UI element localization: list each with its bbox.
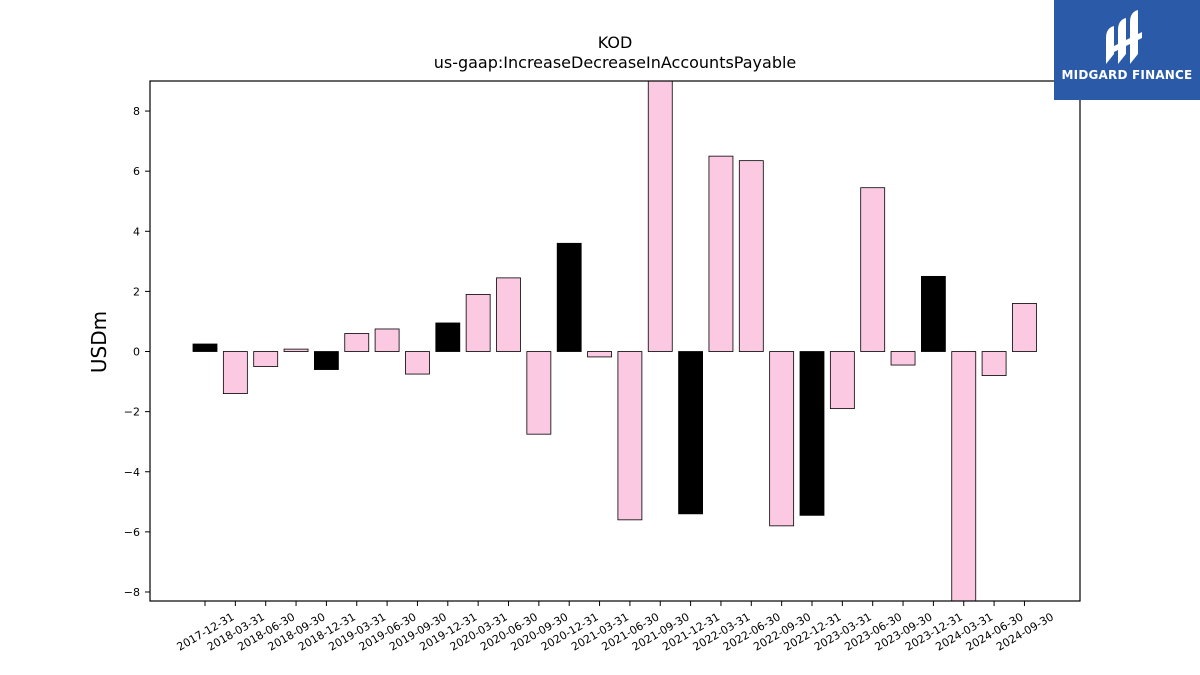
bar-2024-03-31 (951, 351, 977, 602)
bar-2020-12-31 (556, 242, 582, 352)
y-tick-label: 8 (133, 105, 140, 118)
y-tick-label: −4 (124, 466, 140, 479)
midgard-logo-icon (1106, 10, 1142, 64)
bar-2022-06-30 (738, 160, 764, 352)
y-tick-label: −2 (124, 406, 140, 419)
bar-2024-09-30 (1012, 303, 1037, 352)
bar-2021-12-31 (678, 351, 703, 515)
bar-2023-03-31 (829, 351, 855, 410)
bar-2023-09-30 (890, 351, 916, 366)
bar-2022-12-31 (799, 351, 825, 516)
y-axis-label: USDm (87, 311, 111, 373)
bar-2020-03-31 (465, 294, 491, 352)
y-tick-label: 2 (133, 285, 140, 298)
y-axis-ticks: −8 −6 −4 −2 0 2 4 6 8 (124, 105, 150, 599)
bar-2020-06-30 (496, 277, 521, 352)
y-tick-label: −6 (124, 526, 140, 539)
bar-2023-06-30 (860, 187, 886, 352)
bar-2020-09-30 (526, 351, 552, 435)
bar-2019-03-31 (344, 333, 370, 352)
y-tick-label: 6 (133, 165, 140, 178)
bar-2018-03-31 (222, 351, 248, 395)
bar-2018-09-30 (283, 348, 309, 352)
bar-2023-12-31 (921, 275, 946, 352)
bar-2018-06-30 (253, 351, 279, 367)
midgard-finance-logo: MIDGARD FINANCE (1054, 0, 1200, 100)
bar-2017-12-31 (192, 343, 218, 352)
chart-title: KOD (598, 33, 633, 52)
x-axis-ticks: 2017-12-312018-03-312018-06-302018-09-30… (175, 601, 1056, 654)
bar-2021-09-30 (647, 80, 673, 352)
bar-2022-09-30 (769, 351, 795, 527)
bar-2019-09-30 (405, 351, 430, 375)
bar-2019-12-31 (435, 322, 461, 352)
bar-2021-03-31 (587, 351, 612, 358)
bar-2019-06-30 (374, 328, 400, 352)
bars-group (192, 80, 1037, 602)
bar-2021-06-30 (617, 351, 643, 521)
y-tick-label: 0 (133, 346, 140, 359)
plot-frame (149, 80, 1081, 602)
y-tick-label: −8 (124, 586, 140, 599)
bar-2018-12-31 (313, 351, 339, 370)
chart-subtitle: us-gaap:IncreaseDecreaseInAccountsPayabl… (434, 53, 797, 72)
bar-2024-06-30 (981, 351, 1007, 376)
logo-text: MIDGARD FINANCE (1061, 68, 1193, 82)
y-tick-label: 4 (133, 225, 140, 238)
bar-2022-03-31 (708, 155, 734, 352)
